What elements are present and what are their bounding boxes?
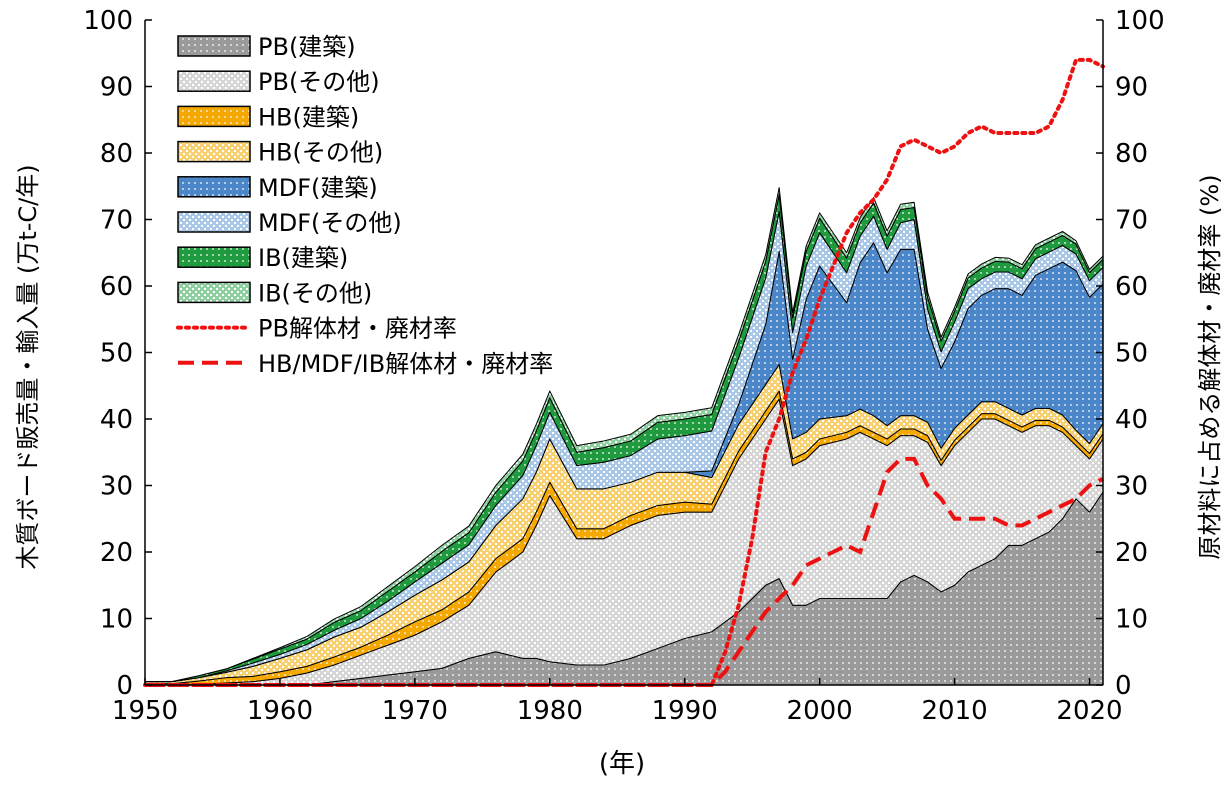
- legend-swatch: [177, 70, 251, 92]
- x-tick-label: 2020: [1056, 696, 1122, 726]
- y-tick-label-left: 10: [100, 605, 133, 635]
- x-tick-label: 1970: [382, 696, 448, 726]
- y-tick-label-left: 90: [100, 73, 133, 103]
- y-tick-label-right: 40: [1115, 405, 1148, 435]
- y-tick-label-right: 80: [1115, 139, 1148, 169]
- legend-swatch: [177, 140, 251, 163]
- legend-label: HB(その他): [258, 139, 383, 167]
- y-axis-label-right: 原材料に占める解体材・廃材率 (%): [1196, 174, 1224, 559]
- legend-swatch: [177, 211, 251, 233]
- y-axis-label-left: 木質ボード販売量・輸入量 (万t-C/年): [14, 164, 42, 569]
- rate-lines: [143, 57, 1105, 687]
- y-tick-label-right: 60: [1115, 272, 1148, 302]
- x-tick-label: 1990: [652, 696, 718, 726]
- legend-label: PB解体材・廃材率: [258, 315, 457, 343]
- legend-label: HB/MDF/IB解体材・廃材率: [258, 350, 553, 378]
- y-tick-label-left: 50: [100, 339, 133, 369]
- legend-item: HB(その他): [177, 139, 383, 167]
- legend-item: PB(建築): [177, 33, 356, 61]
- y-tick-label-right: 0: [1115, 671, 1132, 701]
- legend-label: IB(その他): [258, 279, 372, 307]
- legend-item: IB(その他): [177, 279, 372, 307]
- y-tick-label-left: 0: [116, 671, 133, 701]
- y-tick-label-left: 80: [100, 139, 133, 169]
- y-tick-label-right: 20: [1115, 538, 1148, 568]
- y-tick-label-left: 20: [100, 538, 133, 568]
- rate-line-1: [145, 456, 1104, 687]
- x-tick-label: 1960: [247, 696, 313, 726]
- legend: PB(建築) PB(その他) HB(建築) HB(その他) MDF(建築) MDF(その他…: [176, 33, 553, 378]
- legend-swatch: [177, 246, 251, 268]
- legend-item: HB/MDF/IB解体材・廃材率: [178, 350, 553, 378]
- y-tick-label-right: 50: [1115, 339, 1148, 369]
- legend-label: MDF(建築): [258, 174, 378, 202]
- legend-item: IB(建築): [177, 244, 348, 272]
- legend-label: PB(建築): [258, 33, 356, 61]
- y-tick-label-right: 30: [1115, 472, 1148, 502]
- y-tick-label-left: 60: [100, 272, 133, 302]
- legend-swatch: [177, 176, 251, 198]
- y-tick-label-left: 70: [100, 206, 133, 236]
- y-tick-label-right: 10: [1115, 605, 1148, 635]
- legend-label: HB(建築): [258, 103, 359, 131]
- x-axis-label: (年): [599, 749, 645, 779]
- legend-swatch: [177, 105, 251, 128]
- y-tick-label-right: 90: [1115, 73, 1148, 103]
- y-tick-label-left: 30: [100, 472, 133, 502]
- y-tick-label-right: 100: [1115, 6, 1165, 36]
- legend-label: IB(建築): [258, 244, 348, 272]
- x-tick-label: 1950: [112, 696, 178, 726]
- y-tick-label-left: 40: [100, 405, 133, 435]
- y-tick-label-right: 70: [1115, 206, 1148, 236]
- stacked-areas: [144, 187, 1104, 686]
- legend-swatch: [177, 35, 251, 57]
- legend-label: MDF(その他): [258, 209, 402, 237]
- legend-label: PB(その他): [258, 68, 380, 96]
- legend-item: MDF(建築): [177, 174, 378, 202]
- legend-swatch: [177, 281, 251, 304]
- x-tick-label: 1980: [517, 696, 583, 726]
- legend-item: PB(その他): [177, 68, 380, 96]
- rate-line-0: [143, 57, 1105, 687]
- x-tick-label: 2010: [921, 696, 987, 726]
- y-tick-label-left: 100: [83, 6, 133, 36]
- legend-item: PB解体材・廃材率: [176, 315, 457, 343]
- x-tick-label: 2000: [787, 696, 853, 726]
- legend-item: HB(建築): [177, 103, 359, 131]
- legend-item: MDF(その他): [177, 209, 402, 237]
